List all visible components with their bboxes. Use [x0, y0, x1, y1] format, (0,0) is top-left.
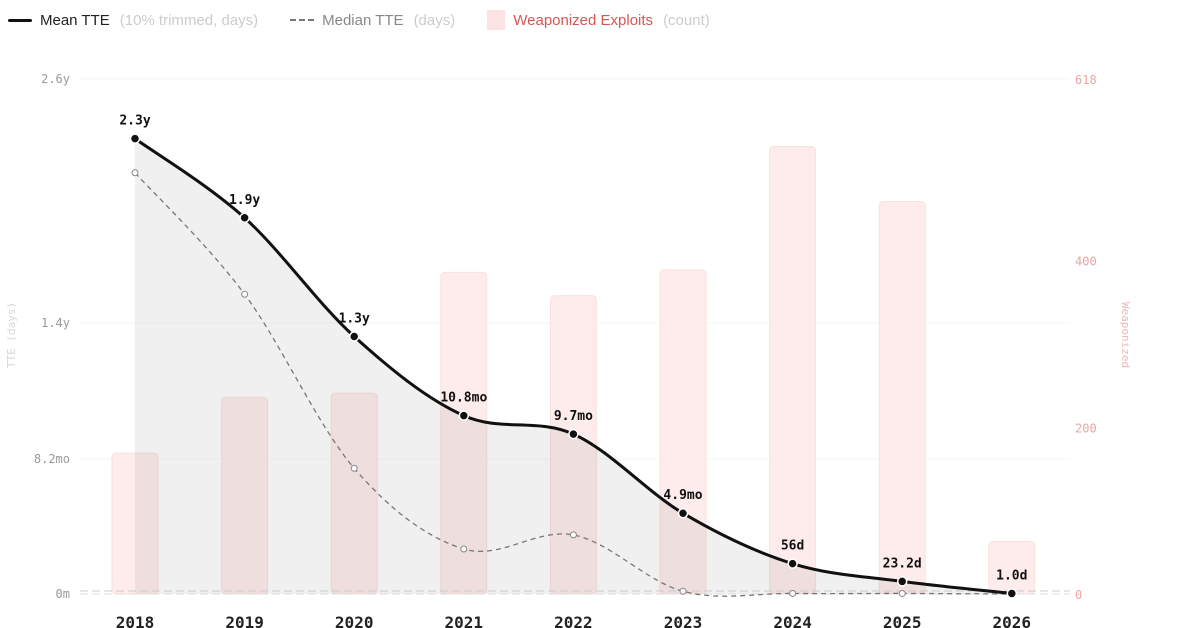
legend-label: Median TTE: [322, 11, 404, 29]
legend-label: Weaponized Exploits: [513, 11, 654, 29]
mean-point-2019: [239, 212, 250, 224]
right-tick-label: 200: [1075, 421, 1097, 435]
mean-data-label: 23.2d: [883, 556, 922, 571]
median-point-2024: [789, 589, 797, 597]
solid-line-swatch: [8, 18, 32, 22]
x-tick-label: 2026: [993, 613, 1032, 628]
mean-data-label: 2.3y: [119, 114, 150, 129]
x-tick-label: 2021: [445, 613, 484, 628]
left-tick-label: 2.6y: [41, 72, 70, 86]
median-point-2020: [350, 464, 358, 472]
legend: Mean TTE (10% trimmed, days) Median TTE …: [8, 10, 742, 30]
mean-data-label: 10.8mo: [440, 391, 487, 406]
mean-data-label: 56d: [781, 539, 804, 554]
legend-mean[interactable]: Mean TTE (10% trimmed, days): [8, 12, 258, 29]
bar-2019: [221, 396, 269, 595]
left-axis-title: TTE (days): [5, 302, 18, 368]
mean-point-2020: [348, 331, 360, 342]
legend-weaponized[interactable]: Weaponized Exploits (count): [487, 10, 710, 30]
x-tick-label: 2022: [554, 613, 593, 628]
legend-median[interactable]: Median TTE (days): [290, 12, 455, 29]
mean-point-2023: [677, 507, 689, 519]
mean-data-label: 1.9y: [229, 193, 260, 208]
bar-swatch: [487, 10, 506, 30]
legend-note: (days): [413, 11, 456, 29]
median-point-2025: [898, 589, 906, 597]
left-tick-label: 0m: [56, 587, 70, 601]
bar-2021: [440, 271, 488, 595]
median-point-2018: [131, 169, 139, 177]
x-tick-label: 2024: [773, 613, 812, 628]
mean-point-2025: [896, 576, 908, 587]
left-tick-label: 8.2mo: [34, 452, 70, 466]
x-tick-label: 2023: [664, 613, 703, 628]
mean-data-label: 1.3y: [339, 312, 370, 327]
median-point-2021: [460, 545, 468, 553]
mean-area: [135, 138, 1012, 594]
median-point-2019: [241, 290, 249, 298]
right-tick-label: 400: [1075, 255, 1097, 269]
median-point-2023: [679, 587, 687, 595]
x-tick-label: 2025: [883, 613, 922, 628]
x-tick-label: 2019: [225, 613, 264, 628]
mean-point-2022: [568, 428, 579, 440]
right-tick-label: 618: [1075, 73, 1097, 87]
right-axis-title: Weaponized: [1119, 302, 1132, 368]
left-tick-label: 1.4y: [41, 316, 70, 330]
bar-2025: [878, 201, 926, 595]
legend-note: (10% trimmed, days): [119, 11, 259, 29]
mean-data-label: 1.0d: [996, 568, 1027, 583]
mean-data-label: 4.9mo: [663, 488, 702, 503]
mean-point-2021: [458, 410, 470, 421]
bar-2020: [330, 392, 378, 595]
dashed-line-swatch: [290, 19, 315, 21]
x-tick-label: 2018: [116, 613, 155, 628]
bar-2024: [769, 146, 817, 595]
legend-label: Mean TTE: [40, 11, 110, 29]
mean-data-label: 9.7mo: [554, 409, 593, 424]
right-tick-label: 0: [1075, 588, 1082, 602]
mean-point-2018: [129, 133, 141, 144]
x-tick-label: 2020: [335, 613, 374, 628]
mean-point-2024: [787, 558, 798, 569]
legend-note: (count): [663, 11, 710, 29]
median-point-2022: [569, 531, 577, 539]
median-line: [134, 172, 1012, 597]
mean-point-2026: [1006, 588, 1018, 599]
